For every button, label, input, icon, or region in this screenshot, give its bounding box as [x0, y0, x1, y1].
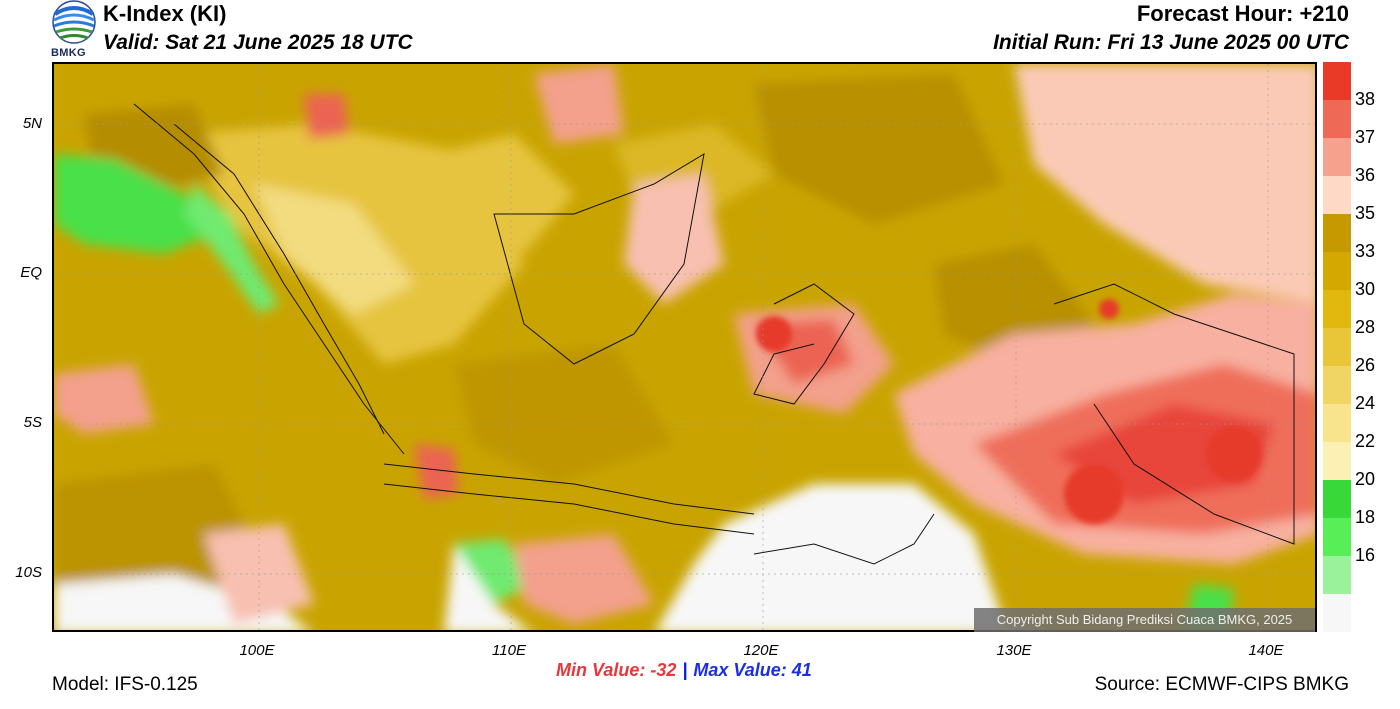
lon-label-120e: 120E	[743, 642, 779, 659]
colorbar-segment	[1323, 290, 1351, 328]
colorbar-segment	[1323, 442, 1351, 480]
bmkg-logo	[50, 0, 100, 60]
colorbar-label: 37	[1355, 127, 1376, 147]
colorbar-label: 36	[1355, 165, 1376, 185]
colorbar-segment	[1323, 252, 1351, 290]
initial-run: Initial Run: Fri 13 June 2025 00 UTC	[993, 31, 1349, 54]
colorbar-label: 26	[1355, 355, 1376, 375]
colorbar-segment	[1323, 518, 1351, 556]
colorbar-label: 22	[1355, 431, 1376, 451]
model-label: Model: IFS-0.125	[52, 674, 198, 695]
colorbar-label: 35	[1355, 203, 1376, 223]
colorbar-label: 20	[1355, 469, 1376, 489]
colorbar-label: 38	[1355, 89, 1376, 109]
colorbar-segment	[1323, 594, 1351, 632]
colorbar-label: 30	[1355, 279, 1376, 299]
map-title: K-Index (KI)	[103, 1, 227, 26]
colorbar-label: 24	[1355, 393, 1376, 413]
colorbar-label: 33	[1355, 241, 1376, 261]
min-value: Min Value: -32	[556, 660, 677, 680]
colorbar-segment	[1323, 100, 1351, 138]
colorbar-segment	[1323, 176, 1351, 214]
lon-label-100e: 100E	[239, 642, 275, 659]
colorbar-label: 18	[1355, 507, 1376, 527]
separator: |	[682, 660, 688, 680]
valid-time: Valid: Sat 21 June 2025 18 UTC	[103, 31, 413, 54]
colorbar-segment	[1323, 556, 1351, 594]
colorbar-segment	[1323, 328, 1351, 366]
max-value: Max Value: 41	[693, 660, 812, 680]
lat-label-5n: 5N	[22, 115, 42, 132]
colorbar-segment	[1323, 138, 1351, 176]
copyright-notice: Copyright Sub Bidang Prediksi Cuaca BMKG…	[974, 608, 1315, 632]
colorbar-label: 28	[1355, 317, 1376, 337]
min-max-values: Min Value: -32 | Max Value: 41	[556, 660, 812, 681]
lat-label-eq: EQ	[20, 264, 42, 281]
colorbar	[1323, 62, 1351, 632]
colorbar-label: 16	[1355, 545, 1376, 565]
colorbar-segment	[1323, 404, 1351, 442]
colorbar-segment	[1323, 480, 1351, 518]
logo-text: BMKG	[51, 47, 86, 59]
colorbar-segment	[1323, 366, 1351, 404]
source-label: Source: ECMWF-CIPS BMKG	[1094, 674, 1349, 695]
colorbar-segment	[1323, 214, 1351, 252]
lon-label-110e: 110E	[492, 642, 526, 659]
lat-label-10s: 10S	[15, 564, 42, 581]
lat-label-5s: 5S	[23, 414, 42, 431]
lon-label-140e: 140E	[1248, 642, 1284, 659]
k-index-map	[52, 62, 1317, 632]
lon-label-130e: 130E	[996, 642, 1032, 659]
colorbar-segment	[1323, 62, 1351, 100]
forecast-hour: Forecast Hour: +210	[1136, 1, 1349, 26]
